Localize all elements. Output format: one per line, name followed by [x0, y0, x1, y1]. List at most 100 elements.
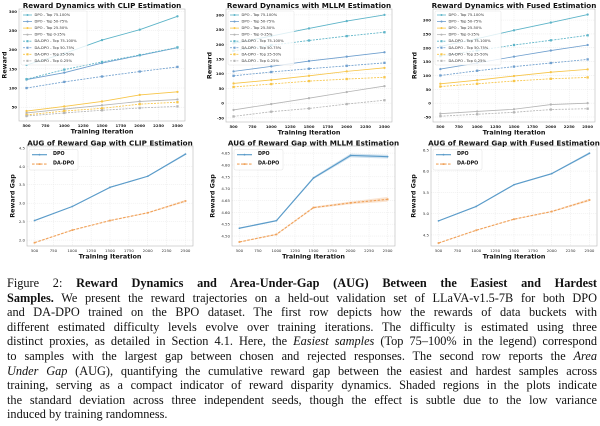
legend-label: DA-DPO - Top 0-25%: [449, 59, 487, 63]
x-tick-label: 1000: [266, 124, 277, 129]
chart-title: Reward Dynamics with MLLM Estimation: [227, 1, 391, 10]
x-tick-label: 2500: [383, 248, 393, 253]
legend-label: DPO: [53, 151, 65, 157]
data-point-da-dpo-top-25-50: [476, 82, 479, 85]
legend-label: DA-DPO: [258, 161, 279, 167]
x-tick-label: 2250: [162, 248, 172, 253]
y-tick-label: 4.5: [423, 232, 430, 237]
legend-label: DPO - Top 75-100%: [449, 13, 485, 17]
legend-label: DA-DPO - Top 75-100%: [242, 39, 285, 43]
data-point-dpo-top-25-50: [232, 82, 235, 85]
legend-item: DPO - Top 50-75%: [23, 20, 68, 24]
x-tick-label: 2250: [153, 123, 164, 128]
legend-marker: [243, 153, 246, 156]
data-point-da-dpo-top-0-25: [138, 106, 141, 110]
legend-item: DA-DPO - Top 50-75%: [437, 46, 489, 50]
data-point-dpo: [146, 175, 149, 178]
data-point-da-dpo-top-50-75: [476, 69, 479, 72]
data-point-da-dpo-top-25-50: [176, 101, 179, 104]
legend-label: DPO - Top 25-50%: [449, 26, 483, 30]
legend-item: DA-DPO - Top 0-25%: [230, 59, 279, 63]
data-point-da-dpo: [349, 201, 352, 204]
y-tick-label: 300: [9, 9, 17, 14]
legend-marker: [440, 40, 443, 43]
chart-title: Reward Dynamics with CLIP Estimation: [23, 1, 182, 10]
legend-marker: [233, 53, 236, 56]
plot-frame: [430, 145, 598, 247]
caption-text: We present the reward trajectories on a …: [53, 290, 597, 305]
caption-line: training, serving as a compact indicator…: [7, 378, 597, 393]
x-tick-label: 2500: [172, 123, 183, 128]
data-point-da-dpo-top-0-25: [345, 102, 348, 106]
data-point-dpo-top-50-75: [439, 67, 442, 71]
x-tick-label: 2250: [364, 248, 374, 253]
legend-label: DA-DPO: [53, 161, 74, 167]
data-point-dpo-top-25-50: [383, 66, 386, 70]
data-point-dpo-top-50-75: [512, 55, 516, 58]
x-tick-label: 1750: [124, 248, 134, 253]
x-axis-label: Training Iteration: [79, 253, 142, 261]
legend-item: DA-DPO - Top 50-75%: [230, 46, 282, 50]
legend-marker: [440, 59, 443, 62]
y-tick-label: 5.0: [423, 211, 430, 216]
data-point-dpo-top-25-50: [345, 70, 348, 73]
y-tick-label: 150: [9, 66, 17, 71]
legend-label: DA-DPO - Top 75-100%: [449, 39, 492, 43]
data-point-dpo-top-0-25: [307, 97, 311, 100]
data-point-dpo: [33, 219, 36, 222]
x-tick-label: 1250: [78, 123, 89, 128]
data-point-da-dpo-top-75-100: [25, 78, 28, 81]
data-point-dpo: [275, 219, 278, 222]
series-line-da-dpo-top-75-100: [233, 31, 385, 52]
y-tick-label: 4.50: [221, 234, 230, 239]
data-point-dpo-top-0-25: [345, 90, 348, 94]
x-tick-label: 2250: [360, 124, 371, 129]
y-tick-label: 150: [423, 59, 431, 64]
legend-item: DA-DPO: [32, 161, 74, 167]
caption-title: Reward Dynamics and Area-Under-Gap (AUG)…: [76, 276, 597, 290]
legend-label: DA-DPO - Top 0-25%: [242, 59, 280, 63]
y-tick-label: 2.5: [19, 219, 26, 224]
legend-marker: [440, 27, 443, 30]
legend-box: [434, 10, 502, 66]
legend-item: DPO - Top 0-25%: [437, 33, 480, 37]
caption-text: to samples with the largest gap between …: [7, 348, 574, 363]
x-tick-label: 1000: [471, 248, 481, 253]
data-point-dpo: [238, 227, 241, 230]
data-point-dpo-top-25-50: [307, 74, 311, 77]
x-tick-label: 1250: [86, 248, 96, 253]
data-point-da-dpo: [437, 242, 440, 244]
series-group: [232, 13, 386, 118]
data-point-dpo-top-50-75: [345, 55, 348, 58]
x-tick-label: 2500: [585, 248, 595, 253]
legend-label: DA-DPO - Top 50-75%: [242, 46, 282, 50]
y-axis-label: Reward: [1, 51, 9, 79]
figure-caption: Figure 2: Reward Dynamics and Area-Under…: [7, 276, 597, 422]
legend-item: DPO - Top 50-75%: [437, 20, 482, 24]
legend-label: DA-DPO - Top 25-50%: [35, 52, 75, 56]
data-point-dpo-top-0-25: [100, 104, 104, 107]
legend-marker: [442, 153, 445, 156]
caption-line: and DA-DPO trained on the BPO dataset. T…: [7, 305, 597, 320]
x-tick-label: 1750: [528, 248, 538, 253]
x-tick-label: 1500: [105, 248, 115, 253]
data-point-da-dpo-top-25-50: [100, 107, 104, 110]
y-tick-label: 250: [216, 27, 224, 32]
data-point-dpo-top-25-50: [586, 68, 589, 71]
data-point-da-dpo-top-0-25: [25, 114, 28, 118]
data-point-da-dpo-top-75-100: [586, 34, 589, 37]
data-point-dpo-top-50-75: [307, 59, 311, 63]
x-tick-label: 750: [254, 248, 262, 253]
y-tick-label: 200: [216, 42, 224, 47]
data-point-da-dpo-top-50-75: [345, 64, 348, 67]
data-point-da-dpo-top-50-75: [512, 65, 516, 68]
data-point-da-dpo-top-25-50: [512, 79, 516, 83]
data-point-dpo: [312, 177, 315, 179]
data-point-dpo: [386, 155, 389, 158]
x-tick-label: 1750: [527, 124, 538, 129]
data-point-da-dpo-top-75-100: [63, 68, 66, 71]
legend-label: DA-DPO - Top 50-75%: [449, 46, 489, 50]
x-tick-label: 1500: [309, 248, 319, 253]
y-tick-label: 300: [216, 12, 224, 17]
legend: DPO DA-DPO: [432, 149, 483, 171]
